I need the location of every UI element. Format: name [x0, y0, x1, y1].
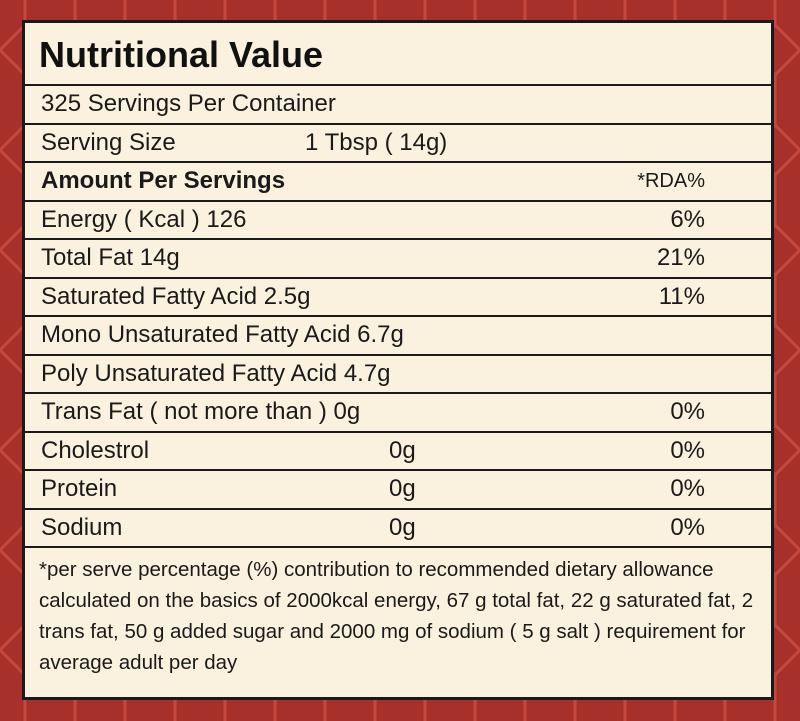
servings-row: 325 Servings Per Container [25, 86, 771, 125]
nutrient-label: Poly Unsaturated Fatty Acid 4.7g [41, 359, 391, 387]
nutrient-amount: 0g [389, 436, 416, 464]
nutrient-label: Total Fat 14g [41, 244, 180, 271]
nutrient-rda: 11% [658, 282, 705, 310]
nutrient-rda: 0% [670, 398, 705, 425]
nutrient-row-total-fat: Total Fat 14g 21% [25, 240, 771, 279]
nutrient-rda: 0% [670, 436, 705, 464]
nutrient-row-trans-fat: Trans Fat ( not more than ) 0g 0% [25, 394, 771, 433]
nutrient-label: Saturated Fatty Acid 2.5g [41, 282, 311, 310]
footnote: *per serve percentage (%) contribution t… [39, 558, 754, 674]
nutrient-label: Mono Unsaturated Fatty Acid 6.7g [41, 321, 404, 348]
nutrient-amount: 0g [389, 513, 416, 541]
header-row: Amount Per Servings *RDA% [25, 163, 771, 202]
servings-per-container: 325 Servings Per Container [41, 90, 336, 117]
rda-header: *RDA% [637, 170, 705, 192]
nutrient-rda: 0% [670, 513, 705, 541]
nutrient-label: Energy ( Kcal ) 126 [41, 205, 247, 233]
serving-size-row: Serving Size 1 Tbsp ( 14g) [25, 125, 771, 163]
nutrient-label: Protein [41, 475, 118, 502]
nutrient-row-energy: Energy ( Kcal ) 126 6% [25, 202, 771, 240]
nutrition-panel: Nutritional Value 325 Servings Per Conta… [22, 20, 774, 700]
amount-header: Amount Per Servings [41, 167, 286, 194]
serving-size-value: 1 Tbsp ( 14g) [305, 128, 448, 156]
nutrient-rda: 0% [670, 475, 705, 502]
panel-title: Nutritional Value [25, 23, 771, 86]
nutrient-row-poly-unsaturated: Poly Unsaturated Fatty Acid 4.7g [25, 356, 771, 394]
nutrient-row-cholestrol: Cholestrol 0g 0% [25, 433, 771, 471]
nutrient-row-saturated-fat: Saturated Fatty Acid 2.5g 11% [25, 279, 771, 317]
nutrient-row-mono-unsaturated: Mono Unsaturated Fatty Acid 6.7g [25, 317, 771, 356]
serving-size-label: Serving Size [41, 128, 176, 156]
nutrient-label: Sodium [41, 513, 123, 541]
nutrient-rda: 6% [670, 205, 705, 233]
nutrient-label: Cholestrol [41, 436, 150, 464]
nutrient-amount: 0g [389, 475, 416, 502]
nutrient-rda: 21% [656, 244, 705, 271]
nutrient-row-sodium: Sodium 0g 0% [25, 510, 771, 548]
nutrient-label: Trans Fat ( not more than ) 0g [41, 398, 361, 425]
nutrient-row-protein: Protein 0g 0% [25, 471, 771, 510]
